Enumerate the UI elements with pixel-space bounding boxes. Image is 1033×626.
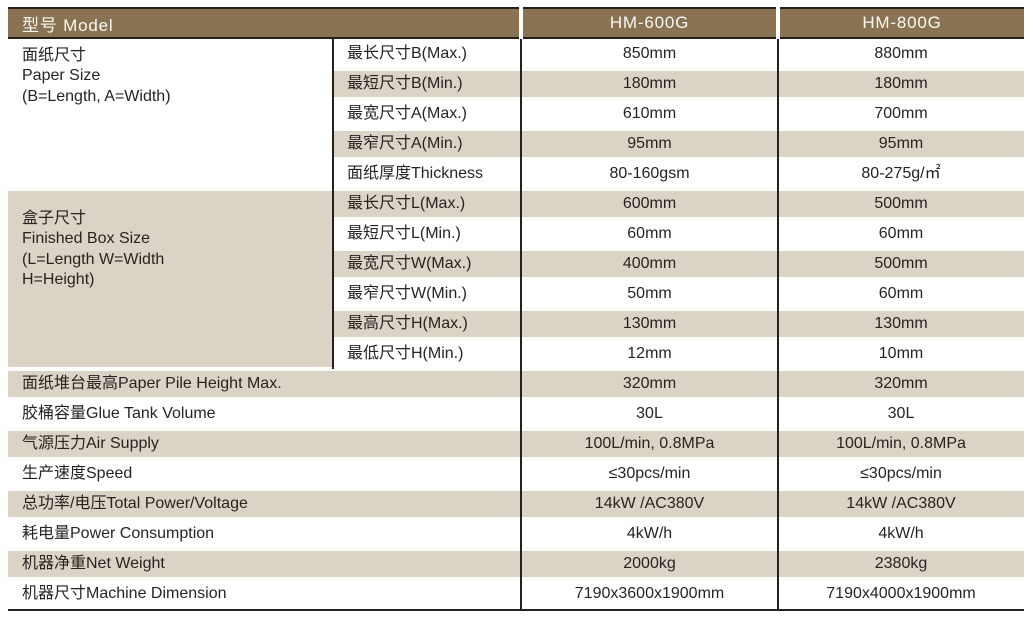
row-label: 面纸堆台最高Paper Pile Height Max. xyxy=(8,369,521,399)
value-cell-hm600g: 14kW /AC380V xyxy=(521,489,778,519)
group-title-en: Finished Box Size xyxy=(22,230,151,248)
value-cell-hm600g: 600mm xyxy=(521,189,778,219)
row-label: 耗电量Power Consumption xyxy=(8,519,521,549)
value-cell-hm800g: 7190x4000x1900mm xyxy=(778,579,1024,609)
value-cell-hm600g: 400mm xyxy=(521,249,778,279)
value-cell-hm600g: 100L/min, 0.8MPa xyxy=(521,429,778,459)
value-cell-hm800g: 880mm xyxy=(778,39,1024,69)
param-cell: 最高尺寸H(Max.) xyxy=(333,309,521,339)
param-cell: 最低尺寸H(Min.) xyxy=(333,339,521,369)
divider-subcolumn xyxy=(332,39,334,369)
param-cell: 最窄尺寸W(Min.) xyxy=(333,279,521,309)
value-cell-hm800g: 30L xyxy=(778,399,1024,429)
value-cell-hm800g: 4kW/h xyxy=(778,519,1024,549)
value-cell-hm600g: 95mm xyxy=(521,129,778,159)
divider-column-hm800g xyxy=(777,39,779,609)
value-cell-hm600g: 50mm xyxy=(521,279,778,309)
param-cell: 面纸厚度Thickness xyxy=(333,159,521,189)
value-cell-hm800g: 14kW /AC380V xyxy=(778,489,1024,519)
value-cell-hm800g: 10mm xyxy=(778,339,1024,369)
param-cell: 最宽尺寸A(Max.) xyxy=(333,99,521,129)
value-cell-hm800g: 100L/min, 0.8MPa xyxy=(778,429,1024,459)
value-cell-hm800g: 500mm xyxy=(778,189,1024,219)
hm800g-header-label: HM-800G xyxy=(862,13,942,32)
param-cell: 最短尺寸B(Min.) xyxy=(333,69,521,99)
group-label-paper-size: 面纸尺寸 Paper Size (B=Length, A=Width) xyxy=(8,39,333,189)
spec-table: 型号 Model HM-600G HM-800G 面纸尺寸 Paper Size… xyxy=(8,7,1024,611)
value-cell-hm800g: 60mm xyxy=(778,279,1024,309)
spec-grid: 面纸尺寸 Paper Size (B=Length, A=Width) 最长尺寸… xyxy=(8,39,1024,609)
row-label: 胶桶容量Glue Tank Volume xyxy=(8,399,521,429)
group-title-zh: 面纸尺寸 xyxy=(22,47,87,64)
row-label: 气源压力Air Supply xyxy=(8,429,521,459)
group-label-finished-box-size: 盒子尺寸 Finished Box Size (L=Length W=Width… xyxy=(8,189,333,369)
row-label: 机器尺寸Machine Dimension xyxy=(8,579,521,609)
value-cell-hm600g: 4kW/h xyxy=(521,519,778,549)
param-cell: 最长尺寸L(Max.) xyxy=(333,189,521,219)
value-cell-hm600g: 60mm xyxy=(521,219,778,249)
value-cell-hm600g: 2000kg xyxy=(521,549,778,579)
value-cell-hm600g: 130mm xyxy=(521,309,778,339)
value-cell-hm600g: 180mm xyxy=(521,69,778,99)
value-cell-hm600g: 610mm xyxy=(521,99,778,129)
value-cell-hm600g: 320mm xyxy=(521,369,778,399)
value-cell-hm800g: 180mm xyxy=(778,69,1024,99)
value-cell-hm800g: 130mm xyxy=(778,309,1024,339)
group-title-note: (L=Length W=Width H=Height) xyxy=(22,250,165,289)
model-header-label: 型号 Model xyxy=(22,15,114,35)
value-cell-hm600g: 850mm xyxy=(521,39,778,69)
value-cell-hm800g: 60mm xyxy=(778,219,1024,249)
row-label: 总功率/电压Total Power/Voltage xyxy=(8,489,521,519)
value-cell-hm800g: 320mm xyxy=(778,369,1024,399)
value-cell-hm800g: 2380kg xyxy=(778,549,1024,579)
param-cell: 最宽尺寸W(Max.) xyxy=(333,249,521,279)
header-column-hm800g: HM-800G xyxy=(780,7,1024,39)
value-cell-hm600g: 7190x3600x1900mm xyxy=(521,579,778,609)
hm600g-header-label: HM-600G xyxy=(609,13,690,32)
value-cell-hm600g: ≤30pcs/min xyxy=(521,459,778,489)
table-bottom-rule xyxy=(8,609,1024,611)
header-model-cell: 型号 Model xyxy=(8,7,519,39)
value-cell-hm800g: 700mm xyxy=(778,99,1024,129)
value-cell-hm800g: 95mm xyxy=(778,129,1024,159)
row-label: 机器净重Net Weight xyxy=(8,549,521,579)
value-cell-hm800g: ≤30pcs/min xyxy=(778,459,1024,489)
divider-column-hm600g xyxy=(520,39,522,609)
table-header-row: 型号 Model HM-600G HM-800G xyxy=(8,7,1024,39)
row-label: 生产速度Speed xyxy=(8,459,521,489)
group-title-en: Paper Size xyxy=(22,67,101,85)
group-title-note: (B=Length, A=Width) xyxy=(22,87,171,105)
group-title-zh: 盒子尺寸 xyxy=(22,210,87,227)
param-cell: 最长尺寸B(Max.) xyxy=(333,39,521,69)
param-cell: 最短尺寸L(Min.) xyxy=(333,219,521,249)
value-cell-hm600g: 12mm xyxy=(521,339,778,369)
param-cell: 最窄尺寸A(Min.) xyxy=(333,129,521,159)
value-cell-hm800g: 500mm xyxy=(778,249,1024,279)
value-cell-hm600g: 80-160gsm xyxy=(521,159,778,189)
header-column-hm600g: HM-600G xyxy=(523,7,776,39)
value-cell-hm800g: 80-275g/㎡ xyxy=(778,159,1024,189)
value-cell-hm600g: 30L xyxy=(521,399,778,429)
